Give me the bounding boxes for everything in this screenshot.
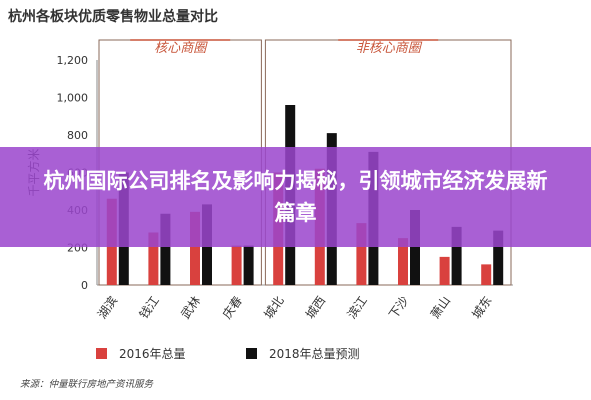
headline-banner: 杭州国际公司排名及影响力揭秘，引领城市经济发展新篇章 [0,147,591,247]
y-tick-label: 800 [67,129,88,142]
bar-2016-9 [481,264,492,285]
chart-title: 杭州各板块优质零售物业总量对比 [8,9,218,25]
bar-2016-2 [190,211,200,285]
x-tick-label: 城东 [469,294,494,322]
x-tick-label: 武林 [178,294,203,322]
legend-label-2018: 2018年总量预测 [269,347,360,361]
x-tick-label: 湖滨 [94,293,120,321]
y-tick-label: 0 [81,279,88,292]
bar-2018-1 [160,213,171,285]
legend-item-2018: 2018年总量预测 [246,345,360,362]
x-tick-label: 庆春 [220,294,245,322]
x-tick-label: 城西 [303,294,328,322]
bar-2016-3 [231,245,242,285]
bar-2018-8 [451,226,462,285]
bar-2018-3 [243,245,254,285]
bar-2018-9 [493,230,504,285]
x-tick-label: 城北 [261,294,286,322]
legend-swatch-2016 [96,348,107,359]
bar-2016-7 [398,238,408,285]
legend-label-2016: 2016年总量 [119,347,186,361]
bar-2016-6 [356,223,367,285]
x-tick-label: 下沙 [386,294,411,322]
legend-item-2016: 2016年总量 [96,345,186,362]
bar-2016-1 [148,232,159,285]
x-tick-label: 钱江 [136,293,162,321]
headline-text: 杭州国际公司排名及影响力揭秘，引领城市经济发展新篇章 [43,169,548,225]
x-tick-label: 滨江 [344,293,370,321]
y-tick-label: 1,000 [57,92,89,105]
x-tick-label: 萧山 [428,294,453,322]
bar-2016-8 [439,256,450,285]
group-label: 核心商圈 [154,41,208,56]
y-tick-label: 1,200 [57,54,89,67]
bar-2018-7 [410,210,420,285]
legend-swatch-2018 [246,348,257,359]
source-note: 来源：仲量联行房地产资讯服务 [20,379,154,390]
group-label: 非核心商圈 [356,41,423,56]
